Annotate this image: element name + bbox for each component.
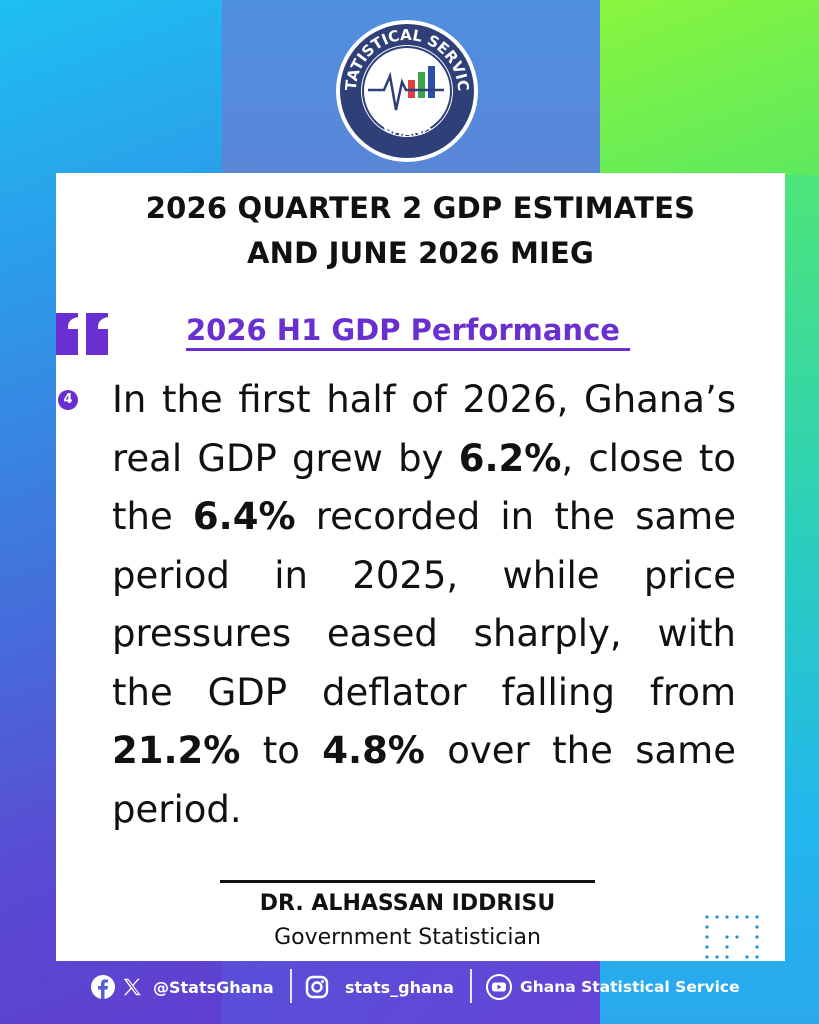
- logo-arc-bottom: GHANA: [380, 120, 434, 141]
- signatory-name: DR. ALHASSAN IDDRISU: [259, 891, 556, 916]
- signature-divider: [220, 880, 595, 883]
- value-deflator-2025: 21.2%: [112, 729, 241, 772]
- statistical-service-logo: STATISTICAL SERVICE GHANA: [334, 18, 478, 162]
- value-deflator-2026: 4.8%: [322, 729, 425, 772]
- youtube-icon[interactable]: [486, 974, 512, 1000]
- text-segment: to: [240, 729, 323, 772]
- social-group-3: Ghana Statistical Service: [486, 965, 740, 1009]
- text-segment: , close to the: [112, 436, 736, 539]
- title-line-2: AND JUNE 2026 MIEG: [246, 236, 595, 270]
- facebook-icon[interactable]: [91, 975, 115, 999]
- background-top-right: [600, 0, 819, 175]
- social-group-1: @StatsGhana: [91, 965, 274, 1009]
- signatory-role: Government Statistician: [274, 925, 541, 950]
- text-segment: In the first half of 2026, Ghana’s real …: [112, 378, 736, 480]
- title-line-1: 2026 QUARTER 2 GDP ESTIMATES: [145, 191, 696, 225]
- content-card: 2026 QUARTER 2 GDP ESTIMATES AND JUNE 20…: [56, 173, 785, 961]
- x-icon[interactable]: [121, 976, 143, 998]
- instagram-icon[interactable]: [305, 975, 329, 999]
- svg-text:GHANA: GHANA: [380, 120, 434, 141]
- social-footer: @StatsGhana stats_ghana Ghana Statistica…: [0, 965, 819, 1009]
- footer-separator: [290, 969, 292, 1003]
- text-segment: over the same period.: [112, 729, 736, 831]
- section-subheading: 2026 H1 GDP Performance: [186, 313, 631, 347]
- handle-instagram[interactable]: stats_ghana: [345, 977, 454, 997]
- text-segment: recorded in the same period in 2025, whi…: [112, 495, 736, 714]
- handle-youtube[interactable]: Ghana Statistical Service: [520, 978, 740, 996]
- social-group-2: stats_ghana: [305, 965, 454, 1009]
- value-h1-2025: 6.4%: [192, 495, 296, 538]
- dot-grid-icon: [705, 915, 759, 959]
- footer-separator: [470, 969, 472, 1003]
- point-text: In the first half of 2026, Ghana’s real …: [112, 371, 736, 839]
- handle-twitter-facebook[interactable]: @StatsGhana: [153, 977, 274, 997]
- quote-icon: [56, 313, 108, 355]
- page-title: 2026 QUARTER 2 GDP ESTIMATES AND JUNE 20…: [56, 186, 785, 276]
- point-number-badge: 4: [58, 390, 78, 410]
- value-h1-2026: 6.2%: [458, 436, 562, 480]
